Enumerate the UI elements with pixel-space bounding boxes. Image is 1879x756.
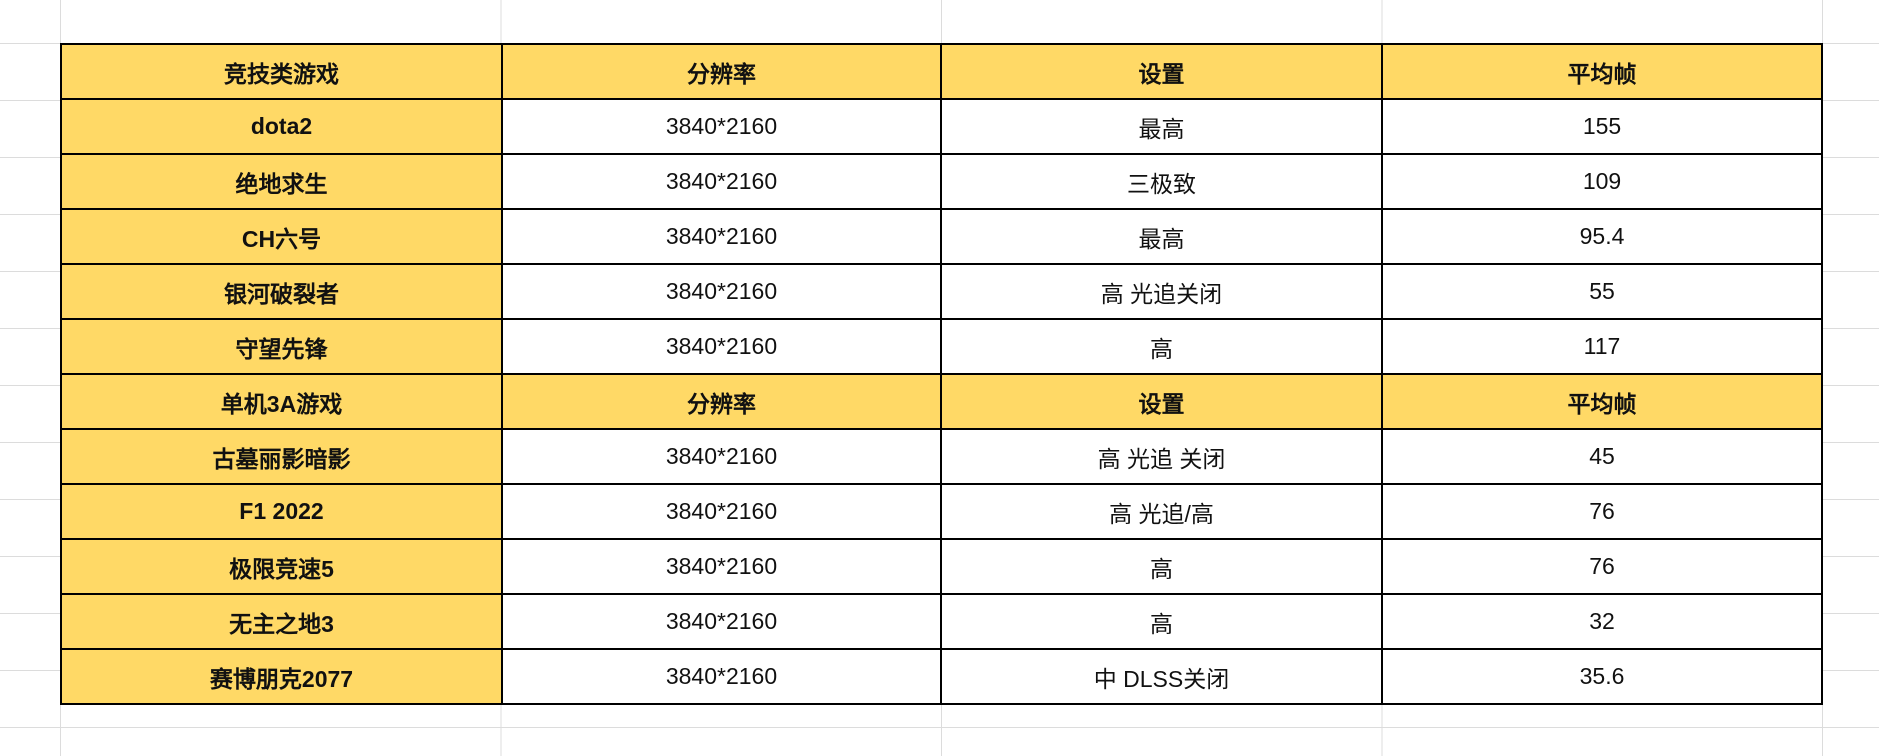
table-row-cell[interactable]: dota2 [60,98,503,155]
table-row-cell[interactable]: 3840*2160 [501,263,942,320]
table-row-cell[interactable]: CH六号 [60,208,503,265]
table-row-cell[interactable]: 3840*2160 [501,538,942,595]
table-row-cell[interactable]: 高 [940,538,1383,595]
section-header-row-cell[interactable]: 分辨率 [501,373,942,430]
table-row-cell[interactable]: 3840*2160 [501,593,942,650]
table-row-cell[interactable]: 35.6 [1381,648,1823,705]
section-header-row-cell[interactable]: 分辨率 [501,43,942,100]
table-row: 极限竞速5 3840*2160 高 76 [60,538,1823,595]
table-row-cell[interactable]: 高 [940,318,1383,375]
table-row: 无主之地3 3840*2160 高 32 [60,593,1823,650]
table-row: 古墓丽影暗影 3840*2160 高 光追 关闭 45 [60,428,1823,485]
section-header-row-cell[interactable]: 平均帧 [1381,373,1823,430]
table-row: 赛博朋克2077 3840*2160 中 DLSS关闭 35.6 [60,648,1823,705]
table-row-cell[interactable]: 3840*2160 [501,648,942,705]
table-row-cell[interactable]: 最高 [940,208,1383,265]
table-row-cell[interactable]: 高 光追关闭 [940,263,1383,320]
section-header-row-cell[interactable]: 单机3A游戏 [60,373,503,430]
table-row-cell[interactable]: 高 光追/高 [940,483,1383,540]
table-row-cell[interactable]: 绝地求生 [60,153,503,210]
table-row-cell[interactable]: 32 [1381,593,1823,650]
table-row-cell[interactable]: 3840*2160 [501,428,942,485]
section-header-row-cell[interactable]: 设置 [940,373,1383,430]
table-row-cell[interactable]: 117 [1381,318,1823,375]
table-row-cell[interactable]: 109 [1381,153,1823,210]
table-row: 银河破裂者 3840*2160 高 光追关闭 55 [60,263,1823,320]
table-row-cell[interactable]: 3840*2160 [501,318,942,375]
table-row-cell[interactable]: 高 光追 关闭 [940,428,1383,485]
table-row-cell[interactable]: 三极致 [940,153,1383,210]
table-row-cell[interactable]: 76 [1381,538,1823,595]
table-row-cell[interactable]: F1 2022 [60,483,503,540]
table-row-cell[interactable]: 守望先锋 [60,318,503,375]
table-row-cell[interactable]: 赛博朋克2077 [60,648,503,705]
table-row: 绝地求生 3840*2160 三极致 109 [60,153,1823,210]
table-row-cell[interactable]: 95.4 [1381,208,1823,265]
table-row-cell[interactable]: 银河破裂者 [60,263,503,320]
table-row-cell[interactable]: 3840*2160 [501,98,942,155]
table-row-cell[interactable]: 极限竞速5 [60,538,503,595]
benchmark-table: 竞技类游戏 分辨率 设置 平均帧 dota2 3840*2160 最高 155 绝地求生 3840… [60,43,1823,705]
table-row-cell[interactable]: 76 [1381,483,1823,540]
table-row-cell[interactable]: 无主之地3 [60,593,503,650]
table-row: 守望先锋 3840*2160 高 117 [60,318,1823,375]
section-header-row: 竞技类游戏 分辨率 设置 平均帧 [60,43,1823,100]
table-row-cell[interactable]: 55 [1381,263,1823,320]
table-row-cell[interactable]: 45 [1381,428,1823,485]
section-header-row-cell[interactable]: 设置 [940,43,1383,100]
table-row: CH六号 3840*2160 最高 95.4 [60,208,1823,265]
section-header-row-cell[interactable]: 竞技类游戏 [60,43,503,100]
table-row: dota2 3840*2160 最高 155 [60,98,1823,155]
section-header-row-cell[interactable]: 平均帧 [1381,43,1823,100]
table-row-cell[interactable]: 中 DLSS关闭 [940,648,1383,705]
table-row-cell[interactable]: 155 [1381,98,1823,155]
table-row: F1 2022 3840*2160 高 光追/高 76 [60,483,1823,540]
table-row-cell[interactable]: 最高 [940,98,1383,155]
table-row-cell[interactable]: 3840*2160 [501,483,942,540]
table-row-cell[interactable]: 3840*2160 [501,153,942,210]
table-row-cell[interactable]: 3840*2160 [501,208,942,265]
table-row-cell[interactable]: 高 [940,593,1383,650]
table-row-cell[interactable]: 古墓丽影暗影 [60,428,503,485]
section-header-row: 单机3A游戏 分辨率 设置 平均帧 [60,373,1823,430]
